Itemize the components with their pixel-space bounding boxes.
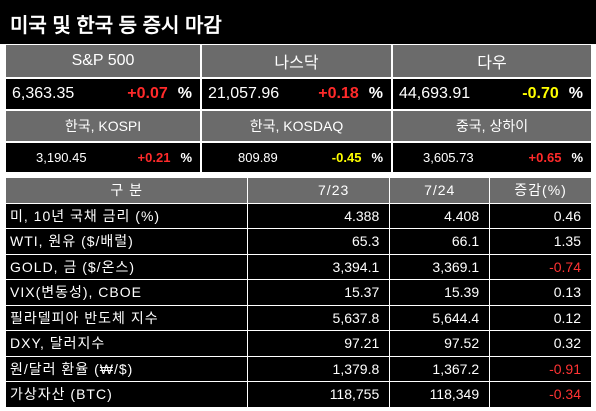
index-name-nasdaq: 나스닥 — [201, 44, 392, 78]
percent-sign: % — [177, 85, 192, 102]
table-row: GOLD, 금 ($/온스) 3,394.1 3,369.1 -0.74 — [4, 253, 592, 280]
cell-date1: 65.3 — [247, 228, 391, 255]
row-label: VIX(변동성), CBOE — [4, 279, 249, 306]
cell-date1: 4.388 — [247, 202, 391, 229]
title-bar: 미국 및 한국 등 증시 마감 — [0, 0, 596, 44]
index-change: +0.21 — [137, 150, 171, 165]
index-change: +0.18 — [318, 85, 359, 102]
cell-date1: 1,379.8 — [247, 355, 391, 382]
index-value-dow: 44,693.91 -0.70 % — [392, 78, 592, 110]
index-value-nasdaq: 21,057.96 +0.18 % — [201, 78, 392, 110]
cell-change: 0.12 — [489, 304, 592, 331]
cell-change: -0.34 — [489, 381, 592, 408]
row-label: GOLD, 금 ($/온스) — [4, 253, 249, 280]
index-value: 809.89 — [238, 150, 278, 165]
cell-change: -0.74 — [489, 253, 592, 280]
table-row: 미, 10년 국채 금리 (%) 4.388 4.408 0.46 — [4, 202, 592, 229]
cell-date2: 4.408 — [389, 202, 491, 229]
table-header-row: 구 분 7/23 7/24 증감(%) — [4, 177, 592, 204]
index-name-sp500: S&P 500 — [5, 44, 201, 78]
index-value: 21,057.96 — [208, 85, 280, 102]
percent-sign: % — [571, 150, 583, 165]
table-row: 원/달러 환율 (₩/$) 1,379.8 1,367.2 -0.91 — [4, 355, 592, 382]
cell-date2: 3,369.1 — [389, 253, 491, 280]
table-row: 필라델피아 반도체 지수 5,637.8 5,644.4 0.12 — [4, 304, 592, 331]
cell-change: 0.32 — [489, 330, 592, 357]
column-header-date2: 7/24 — [389, 177, 491, 204]
index-change: +0.07 — [127, 85, 168, 102]
cell-change: 0.46 — [489, 202, 592, 229]
table-row: DXY, 달러지수 97.21 97.52 0.32 — [4, 330, 592, 357]
index-change: +0.65 — [528, 150, 562, 165]
row-label: WTI, 원유 ($/배럴) — [4, 228, 249, 255]
index-value-sp500: 6,363.35 +0.07 % — [5, 78, 201, 110]
index-value: 3,605.73 — [423, 150, 474, 165]
indicator-table: 구 분 7/23 7/24 증감(%) 미, 10년 국채 금리 (%) 4.3… — [4, 177, 592, 408]
percent-sign: % — [368, 85, 383, 102]
cell-date1: 118,755 — [247, 381, 391, 408]
percent-sign: % — [180, 150, 192, 165]
index-value: 6,363.35 — [12, 85, 75, 102]
index-name-shanghai: 중국, 상하이 — [392, 110, 592, 142]
row-label: 원/달러 환율 (₩/$) — [4, 355, 249, 382]
index-value-shanghai: 3,605.73 +0.65 % — [392, 142, 592, 173]
table-row: VIX(변동성), CBOE 15.37 15.39 0.13 — [4, 279, 592, 306]
row-label: 미, 10년 국채 금리 (%) — [4, 202, 249, 229]
table-row: 가상자산 (BTC) 118,755 118,349 -0.34 — [4, 381, 592, 408]
cell-date2: 5,644.4 — [389, 304, 491, 331]
cell-date2: 15.39 — [389, 279, 491, 306]
percent-sign: % — [371, 150, 383, 165]
row-label: DXY, 달러지수 — [4, 330, 249, 357]
cell-date1: 5,637.8 — [247, 304, 391, 331]
page-title: 미국 및 한국 등 증시 마감 — [10, 15, 222, 37]
cell-change: -0.91 — [489, 355, 592, 382]
cell-change: 1.35 — [489, 228, 592, 255]
index-value: 3,190.45 — [36, 150, 87, 165]
cell-date2: 66.1 — [389, 228, 491, 255]
table-row: WTI, 원유 ($/배럴) 65.3 66.1 1.35 — [4, 228, 592, 255]
us-index-header-row: S&P 500 나스닥 다우 — [5, 44, 592, 78]
us-index-value-row: 6,363.35 +0.07 % 21,057.96 +0.18 % 44,69… — [5, 78, 592, 110]
asia-index-value-row: 3,190.45 +0.21 % 809.89 -0.45 % 3,605.73… — [5, 142, 592, 173]
cell-date1: 15.37 — [247, 279, 391, 306]
column-header-category: 구 분 — [4, 177, 249, 204]
index-name-kosdaq: 한국, KOSDAQ — [201, 110, 392, 142]
index-change: -0.45 — [331, 150, 362, 165]
row-label: 필라델피아 반도체 지수 — [4, 304, 249, 331]
column-header-date1: 7/23 — [247, 177, 391, 204]
index-change: -0.70 — [522, 85, 559, 102]
cell-date2: 118,349 — [389, 381, 491, 408]
column-header-change: 증감(%) — [489, 177, 592, 204]
row-label: 가상자산 (BTC) — [4, 381, 249, 408]
cell-date1: 97.21 — [247, 330, 391, 357]
index-name-kospi: 한국, KOSPI — [5, 110, 201, 142]
cell-date2: 1,367.2 — [389, 355, 491, 382]
index-value: 44,693.91 — [399, 85, 471, 102]
index-value-kosdaq: 809.89 -0.45 % — [201, 142, 392, 173]
cell-change: 0.13 — [489, 279, 592, 306]
percent-sign: % — [568, 85, 583, 102]
cell-date2: 97.52 — [389, 330, 491, 357]
index-name-dow: 다우 — [392, 44, 592, 78]
cell-date1: 3,394.1 — [247, 253, 391, 280]
index-value-kospi: 3,190.45 +0.21 % — [5, 142, 201, 173]
asia-index-header-row: 한국, KOSPI 한국, KOSDAQ 중국, 상하이 — [5, 110, 592, 142]
